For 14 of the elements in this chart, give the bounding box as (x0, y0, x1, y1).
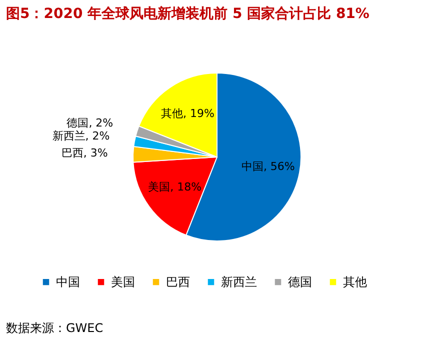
data-label: 其他, 19% (161, 106, 214, 120)
legend-label: 美国 (111, 275, 135, 290)
data-label: 美国, 18% (148, 180, 202, 194)
data-label: 德国, 2% (66, 116, 114, 130)
legend-label: 德国 (288, 275, 312, 290)
source-note: 数据来源：GWEC (6, 321, 104, 335)
legend-label: 新西兰 (221, 275, 257, 290)
data-label: 中国, 56% (241, 160, 295, 173)
legend-label: 其他 (343, 275, 367, 290)
data-label: 新西兰, 2% (52, 130, 110, 143)
data-label: 巴西, 3% (61, 146, 108, 160)
chart-title: 图5：2020 年全球风电新增装机前 5 国家合计占比 81% (6, 5, 370, 22)
legend-label: 中国 (56, 275, 80, 290)
legend-label: 巴西 (166, 275, 190, 290)
